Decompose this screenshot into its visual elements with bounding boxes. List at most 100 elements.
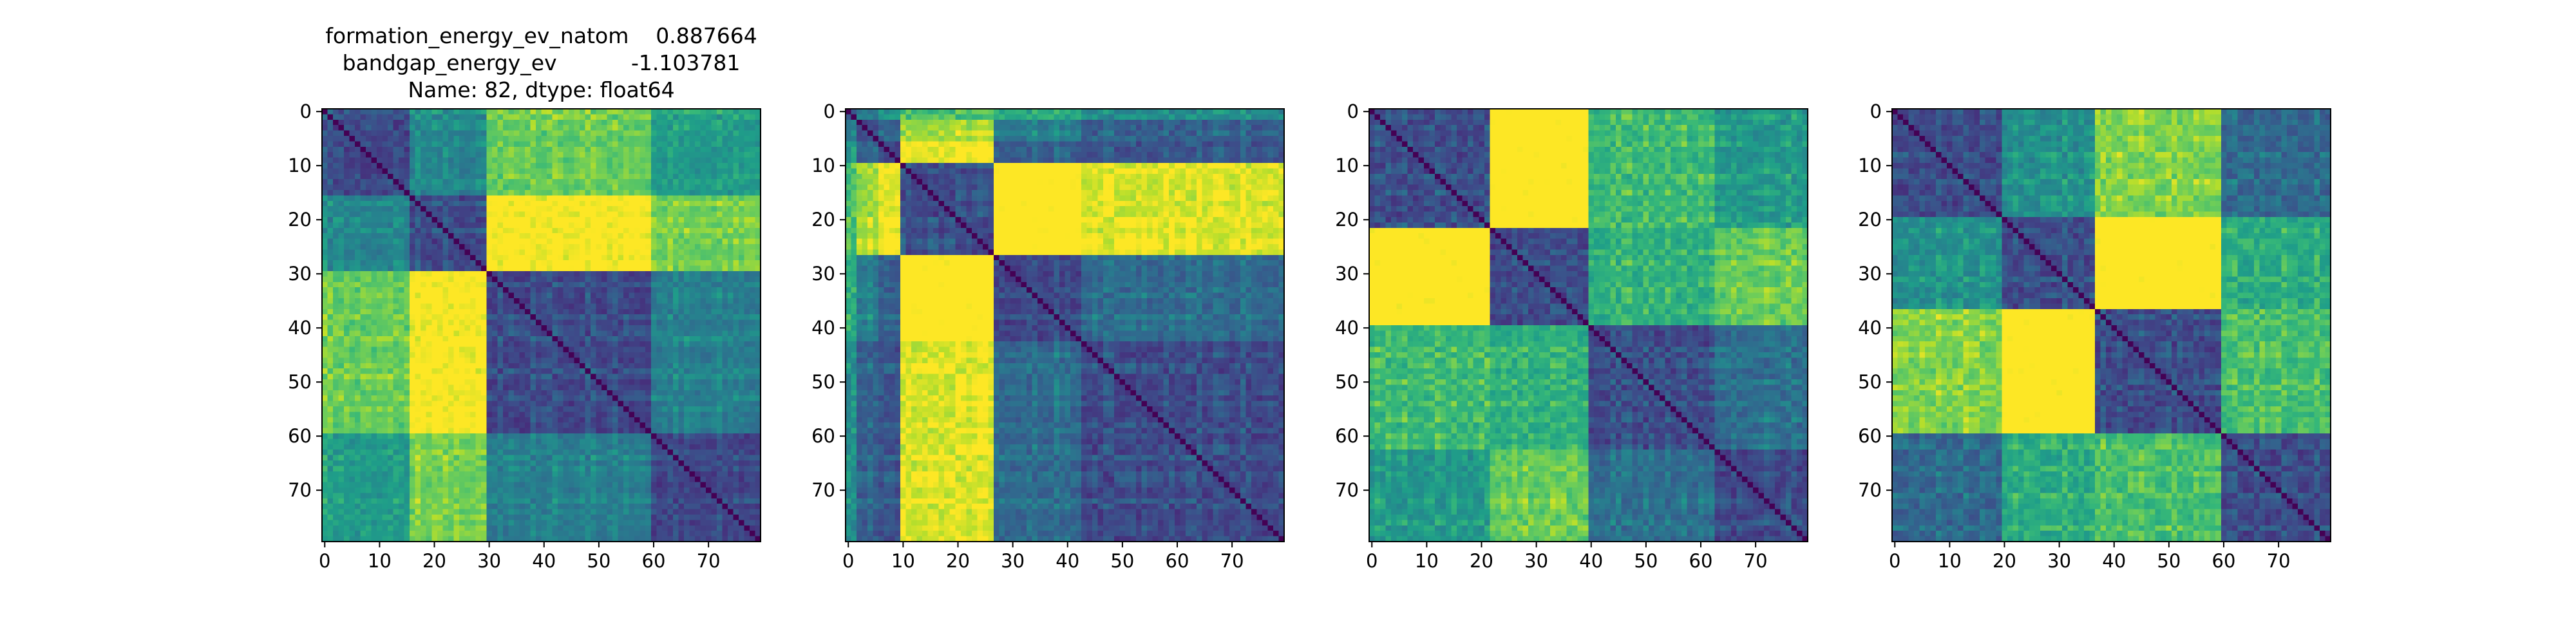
heatmap-cell xyxy=(530,152,536,158)
heatmap-cell xyxy=(349,390,355,396)
heatmap-cell xyxy=(442,109,449,115)
heatmap-cell xyxy=(491,249,498,256)
heatmap-cell xyxy=(667,200,674,207)
heatmap-cell xyxy=(360,173,366,180)
heatmap-cell xyxy=(629,417,635,423)
heatmap-cell xyxy=(689,379,696,385)
heatmap-cell xyxy=(491,298,498,304)
heatmap-cell xyxy=(530,384,536,391)
heatmap-cell xyxy=(524,168,531,175)
heatmap-cell xyxy=(475,222,482,229)
heatmap-cell xyxy=(558,211,564,218)
heatmap-cell xyxy=(513,336,520,342)
heatmap-cell xyxy=(377,401,383,407)
heatmap-cell xyxy=(519,184,526,191)
heatmap-cell xyxy=(694,401,701,407)
heatmap-cell xyxy=(388,390,394,396)
heatmap-cell xyxy=(535,336,542,342)
heatmap-cell xyxy=(344,444,350,450)
heatmap-cell xyxy=(716,406,723,412)
heatmap-cell xyxy=(700,238,706,245)
heatmap-cell xyxy=(333,157,339,164)
heatmap-cell xyxy=(678,179,685,185)
heatmap-cell xyxy=(508,119,515,126)
heatmap-cell xyxy=(360,141,366,147)
heatmap-cell xyxy=(415,152,421,158)
heatmap-cell xyxy=(366,281,372,288)
heatmap-cell xyxy=(727,211,734,218)
heatmap-cell xyxy=(524,433,531,439)
heatmap-cell xyxy=(574,439,580,445)
heatmap-cell xyxy=(475,141,482,147)
heatmap-cell xyxy=(426,395,432,402)
heatmap-cell xyxy=(513,330,520,337)
heatmap-cell xyxy=(661,368,668,375)
heatmap-cell xyxy=(322,222,328,229)
heatmap-cell xyxy=(322,325,328,331)
heatmap-cell xyxy=(601,271,608,277)
heatmap-cell xyxy=(591,298,597,304)
heatmap-cell xyxy=(607,114,613,120)
heatmap-cell xyxy=(349,217,355,223)
heatmap-cell xyxy=(404,265,410,272)
heatmap-cell xyxy=(661,217,668,223)
heatmap-cell xyxy=(464,125,471,131)
heatmap-cell xyxy=(502,195,509,202)
heatmap-cell xyxy=(547,292,553,299)
heatmap-cell xyxy=(519,190,526,196)
heatmap-cell xyxy=(404,379,410,385)
heatmap-cell xyxy=(497,141,504,147)
heatmap-cell xyxy=(426,265,432,272)
heatmap-cell xyxy=(700,271,706,277)
heatmap-cell xyxy=(629,184,635,191)
heatmap-cell xyxy=(393,119,399,126)
heatmap-cell xyxy=(558,146,564,153)
heatmap-cell xyxy=(349,308,355,315)
heatmap-cell xyxy=(667,206,674,213)
heatmap-cell xyxy=(426,200,432,207)
heatmap-cell xyxy=(355,368,361,375)
heatmap-cell xyxy=(755,233,761,240)
heatmap-cell xyxy=(733,114,739,120)
heatmap-cell xyxy=(558,125,564,131)
heatmap-cell xyxy=(322,303,328,310)
heatmap-cell xyxy=(661,141,668,147)
heatmap-cell xyxy=(661,163,668,169)
heatmap-cell xyxy=(547,222,553,229)
heatmap-cell xyxy=(349,374,355,380)
heatmap-cell xyxy=(694,190,701,196)
heatmap-cell xyxy=(393,200,399,207)
heatmap-cell xyxy=(448,406,454,412)
heatmap-cell xyxy=(700,157,706,164)
heatmap-cell xyxy=(480,352,487,358)
heatmap-cell xyxy=(618,379,624,385)
heatmap-cell xyxy=(491,330,498,337)
heatmap-cell xyxy=(508,146,515,153)
heatmap-cell xyxy=(711,211,717,218)
heatmap-cell xyxy=(366,444,372,450)
heatmap-cell xyxy=(585,130,591,137)
heatmap-cell xyxy=(727,249,734,256)
heatmap-cell xyxy=(623,346,630,353)
heatmap-cell xyxy=(656,336,663,342)
heatmap-cell xyxy=(749,254,756,261)
heatmap-cell xyxy=(480,119,487,126)
heatmap-cell xyxy=(431,179,438,185)
heatmap-cell xyxy=(563,265,569,272)
heatmap-cell xyxy=(344,428,350,434)
heatmap-cell xyxy=(475,244,482,250)
heatmap-cell xyxy=(513,244,520,250)
heatmap-cell xyxy=(382,422,388,429)
heatmap-cell xyxy=(404,114,410,120)
heatmap-cell xyxy=(683,173,690,180)
heatmap-cell xyxy=(650,157,657,164)
heatmap-cell xyxy=(393,233,399,240)
heatmap-cell xyxy=(459,157,465,164)
heatmap-cell xyxy=(541,249,547,256)
heatmap-cell xyxy=(459,428,465,434)
heatmap-cell xyxy=(601,319,608,326)
heatmap-cell xyxy=(530,428,536,434)
heatmap-cell xyxy=(656,379,663,385)
heatmap-cell xyxy=(448,379,454,385)
heatmap-cell xyxy=(327,346,334,353)
